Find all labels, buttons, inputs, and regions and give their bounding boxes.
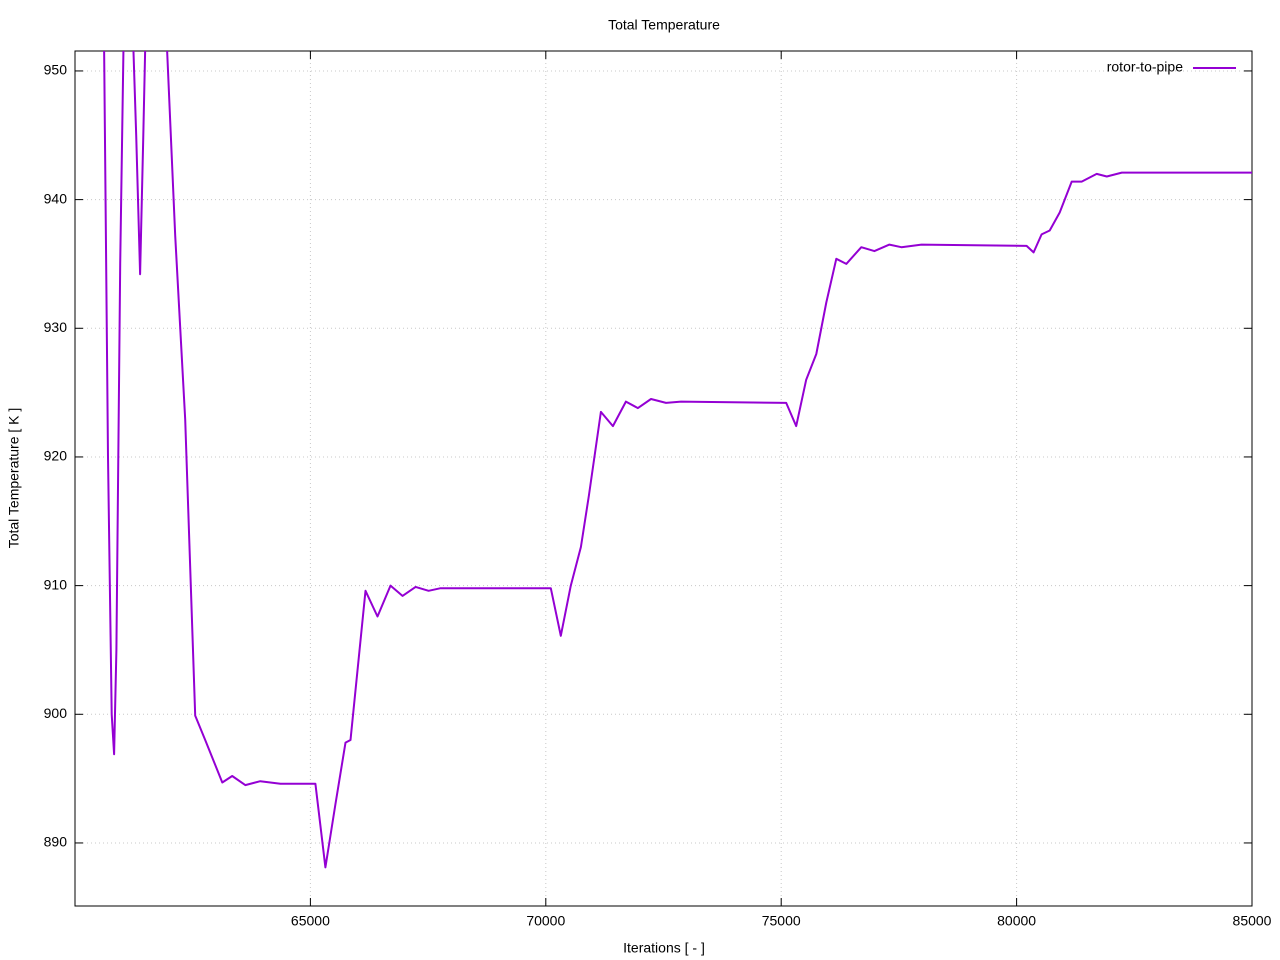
y-tick-label: 930 [44,319,68,335]
x-tick-label: 75000 [762,913,801,929]
y-tick-label: 910 [44,576,68,592]
legend-label: rotor-to-pipe [1107,59,1183,75]
plot-border [74,50,1253,907]
x-axis-label: Iterations [ - ] [623,940,705,956]
y-tick-label: 950 [44,62,68,78]
data-line [103,51,1252,869]
y-tick-label: 940 [44,190,68,206]
x-tick-label: 65000 [291,913,330,929]
x-tick-label: 85000 [1233,913,1272,929]
y-tick-label: 920 [44,448,68,464]
y-tick-label: 900 [44,705,68,721]
y-axis-label: Total Temperature [ K ] [6,408,22,549]
x-tick-label: 70000 [526,913,565,929]
y-tick-label: 890 [44,834,68,850]
x-tick-label: 80000 [997,913,1036,929]
chart-title: Total Temperature [608,17,720,33]
